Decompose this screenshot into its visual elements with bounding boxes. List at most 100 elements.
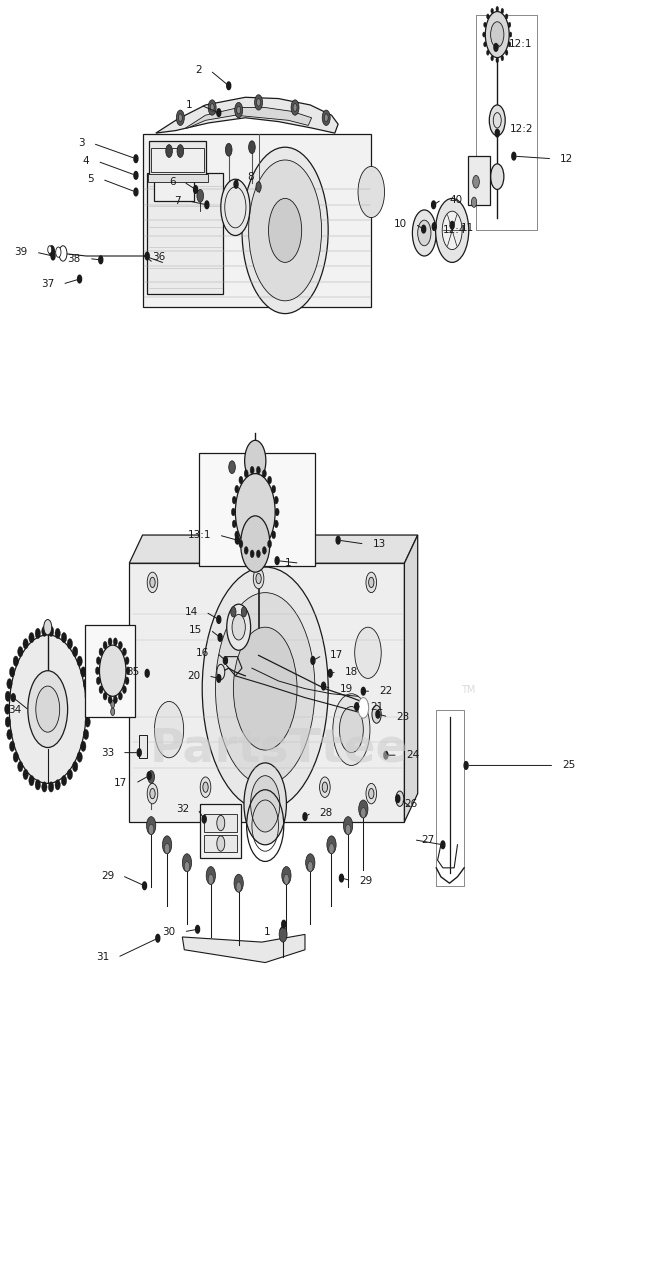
Circle shape xyxy=(125,677,129,685)
Circle shape xyxy=(235,536,239,544)
Circle shape xyxy=(274,520,278,527)
Circle shape xyxy=(508,42,511,47)
Circle shape xyxy=(223,657,227,664)
Circle shape xyxy=(237,106,241,114)
Circle shape xyxy=(5,717,11,727)
Bar xyxy=(139,735,147,758)
Circle shape xyxy=(134,155,138,163)
Text: 26: 26 xyxy=(404,799,418,809)
Circle shape xyxy=(256,573,261,584)
Circle shape xyxy=(99,645,126,696)
Text: 20: 20 xyxy=(187,671,200,681)
Circle shape xyxy=(7,678,12,689)
Text: 13:1: 13:1 xyxy=(188,530,211,540)
Polygon shape xyxy=(182,934,305,963)
Circle shape xyxy=(29,776,34,786)
Circle shape xyxy=(369,577,374,588)
Text: 40: 40 xyxy=(450,195,463,205)
Circle shape xyxy=(436,198,469,262)
Circle shape xyxy=(253,568,264,589)
Bar xyxy=(199,453,315,566)
Circle shape xyxy=(67,769,72,780)
Circle shape xyxy=(23,769,29,780)
Circle shape xyxy=(361,687,365,695)
Circle shape xyxy=(9,667,15,677)
Circle shape xyxy=(303,813,307,820)
Circle shape xyxy=(35,780,40,790)
Circle shape xyxy=(200,777,211,797)
Text: 28: 28 xyxy=(320,808,333,818)
Circle shape xyxy=(441,841,445,849)
Text: 23: 23 xyxy=(396,712,410,722)
Bar xyxy=(85,625,135,717)
Circle shape xyxy=(284,874,289,884)
Circle shape xyxy=(123,648,127,655)
Circle shape xyxy=(177,145,184,157)
Circle shape xyxy=(241,607,247,617)
Text: 33: 33 xyxy=(101,748,114,758)
Circle shape xyxy=(231,508,235,516)
Circle shape xyxy=(56,247,61,257)
Text: 30: 30 xyxy=(162,927,176,937)
Circle shape xyxy=(81,667,86,677)
Circle shape xyxy=(9,635,86,783)
Circle shape xyxy=(291,100,299,115)
Polygon shape xyxy=(129,563,404,822)
Circle shape xyxy=(118,641,122,649)
Circle shape xyxy=(206,867,215,884)
Circle shape xyxy=(77,657,82,667)
Circle shape xyxy=(235,531,239,539)
Circle shape xyxy=(99,686,103,694)
Text: 39: 39 xyxy=(15,247,28,257)
Circle shape xyxy=(202,567,328,810)
Circle shape xyxy=(306,854,315,872)
Circle shape xyxy=(336,536,340,544)
Circle shape xyxy=(197,189,204,202)
Circle shape xyxy=(85,691,90,701)
Text: 38: 38 xyxy=(68,253,81,264)
Circle shape xyxy=(235,474,275,550)
Circle shape xyxy=(62,632,67,643)
Circle shape xyxy=(13,657,19,667)
Circle shape xyxy=(257,550,261,558)
Circle shape xyxy=(78,275,82,283)
Circle shape xyxy=(496,58,499,63)
Circle shape xyxy=(322,782,328,792)
Circle shape xyxy=(217,664,225,680)
Text: 7: 7 xyxy=(174,196,180,206)
Circle shape xyxy=(257,466,261,474)
Circle shape xyxy=(95,667,99,675)
Circle shape xyxy=(48,626,54,636)
Circle shape xyxy=(361,808,366,818)
Circle shape xyxy=(249,141,255,154)
Circle shape xyxy=(244,470,248,477)
Text: 27: 27 xyxy=(422,835,435,845)
Bar xyxy=(468,156,490,205)
Text: 6: 6 xyxy=(169,177,176,187)
Circle shape xyxy=(327,836,336,854)
Circle shape xyxy=(491,55,493,60)
Circle shape xyxy=(495,129,499,137)
Circle shape xyxy=(145,669,149,677)
Text: 12:4: 12:4 xyxy=(443,225,466,236)
Circle shape xyxy=(489,105,505,136)
Polygon shape xyxy=(186,108,312,128)
Circle shape xyxy=(49,246,54,256)
Circle shape xyxy=(308,861,313,872)
Circle shape xyxy=(494,44,498,51)
Text: 14: 14 xyxy=(184,607,198,617)
Circle shape xyxy=(108,696,112,704)
Circle shape xyxy=(487,14,489,19)
Circle shape xyxy=(13,751,19,762)
Circle shape xyxy=(99,648,103,655)
Text: 21: 21 xyxy=(370,701,383,712)
Circle shape xyxy=(154,701,184,758)
Circle shape xyxy=(412,210,436,256)
Circle shape xyxy=(86,704,91,714)
Bar xyxy=(148,174,208,182)
Circle shape xyxy=(29,632,34,643)
Bar xyxy=(151,148,204,172)
Circle shape xyxy=(217,109,221,116)
Circle shape xyxy=(396,791,404,806)
Circle shape xyxy=(147,772,151,780)
